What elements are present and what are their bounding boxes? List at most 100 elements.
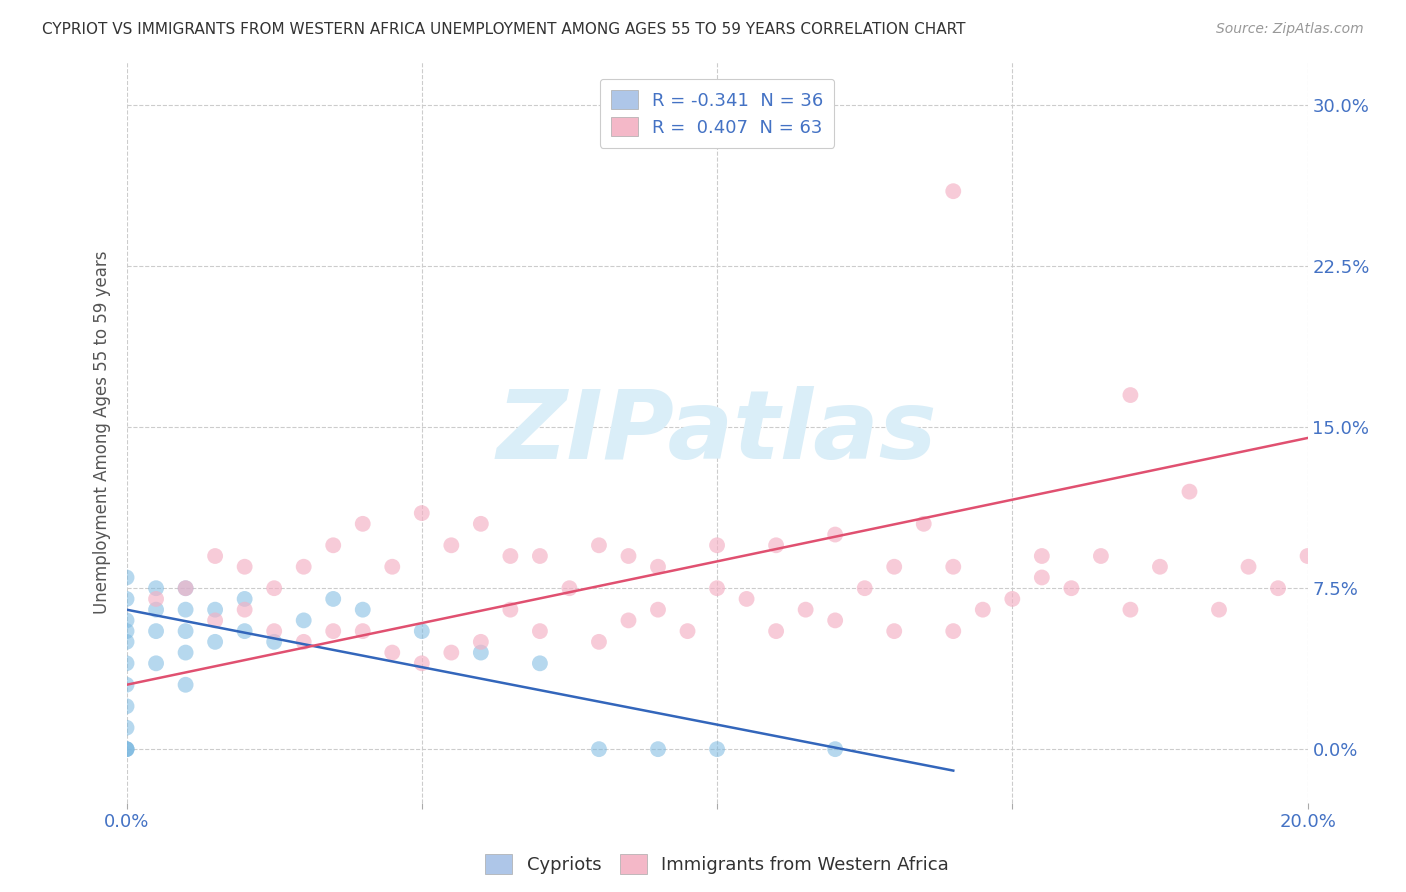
Point bbox=[263, 635, 285, 649]
Point bbox=[824, 527, 846, 541]
Point bbox=[174, 581, 197, 595]
Point bbox=[381, 646, 404, 660]
Point bbox=[115, 742, 138, 756]
Point bbox=[470, 635, 492, 649]
Text: Source: ZipAtlas.com: Source: ZipAtlas.com bbox=[1216, 22, 1364, 37]
Point bbox=[115, 624, 138, 639]
Legend: Cypriots, Immigrants from Western Africa: Cypriots, Immigrants from Western Africa bbox=[485, 855, 949, 874]
Point bbox=[558, 581, 581, 595]
Point bbox=[174, 602, 197, 616]
Point bbox=[588, 635, 610, 649]
Point bbox=[470, 646, 492, 660]
Point bbox=[1149, 559, 1171, 574]
Point bbox=[883, 624, 905, 639]
Point bbox=[706, 538, 728, 552]
Point bbox=[912, 516, 935, 531]
Point bbox=[617, 549, 640, 563]
Point bbox=[174, 624, 197, 639]
Point bbox=[499, 602, 522, 616]
Point bbox=[381, 559, 404, 574]
Point bbox=[617, 614, 640, 628]
Point bbox=[1208, 602, 1230, 616]
Point bbox=[115, 635, 138, 649]
Point bbox=[322, 538, 344, 552]
Legend: R = -0.341  N = 36, R =  0.407  N = 63: R = -0.341 N = 36, R = 0.407 N = 63 bbox=[600, 78, 834, 147]
Point bbox=[706, 742, 728, 756]
Point bbox=[647, 602, 669, 616]
Point bbox=[115, 591, 138, 606]
Point bbox=[1267, 581, 1289, 595]
Point bbox=[233, 602, 256, 616]
Point bbox=[411, 657, 433, 671]
Point bbox=[352, 516, 374, 531]
Point bbox=[233, 559, 256, 574]
Point bbox=[204, 614, 226, 628]
Text: ZIPatlas: ZIPatlas bbox=[496, 386, 938, 479]
Point bbox=[174, 646, 197, 660]
Point bbox=[499, 549, 522, 563]
Point bbox=[115, 699, 138, 714]
Point bbox=[1060, 581, 1083, 595]
Point bbox=[942, 559, 965, 574]
Point bbox=[352, 602, 374, 616]
Point bbox=[115, 742, 138, 756]
Point bbox=[322, 624, 344, 639]
Point bbox=[1237, 559, 1260, 574]
Point bbox=[529, 657, 551, 671]
Point bbox=[529, 624, 551, 639]
Text: CYPRIOT VS IMMIGRANTS FROM WESTERN AFRICA UNEMPLOYMENT AMONG AGES 55 TO 59 YEARS: CYPRIOT VS IMMIGRANTS FROM WESTERN AFRIC… bbox=[42, 22, 966, 37]
Point bbox=[115, 657, 138, 671]
Point bbox=[174, 678, 197, 692]
Point bbox=[588, 538, 610, 552]
Point bbox=[647, 742, 669, 756]
Point bbox=[942, 184, 965, 198]
Point bbox=[115, 721, 138, 735]
Point bbox=[470, 516, 492, 531]
Point bbox=[676, 624, 699, 639]
Point bbox=[1090, 549, 1112, 563]
Point bbox=[1031, 570, 1053, 584]
Point bbox=[942, 624, 965, 639]
Point bbox=[145, 591, 167, 606]
Point bbox=[735, 591, 758, 606]
Point bbox=[263, 624, 285, 639]
Point bbox=[204, 635, 226, 649]
Point bbox=[115, 678, 138, 692]
Point bbox=[824, 742, 846, 756]
Point bbox=[292, 614, 315, 628]
Point bbox=[411, 624, 433, 639]
Point bbox=[292, 559, 315, 574]
Point bbox=[1119, 602, 1142, 616]
Point bbox=[972, 602, 994, 616]
Point bbox=[1119, 388, 1142, 402]
Point bbox=[411, 506, 433, 520]
Point bbox=[233, 591, 256, 606]
Point bbox=[145, 602, 167, 616]
Point bbox=[1031, 549, 1053, 563]
Point bbox=[204, 549, 226, 563]
Point bbox=[115, 614, 138, 628]
Point bbox=[145, 624, 167, 639]
Point bbox=[440, 538, 463, 552]
Point bbox=[588, 742, 610, 756]
Point bbox=[204, 602, 226, 616]
Point bbox=[765, 624, 787, 639]
Point bbox=[233, 624, 256, 639]
Point bbox=[352, 624, 374, 639]
Point bbox=[706, 581, 728, 595]
Point bbox=[853, 581, 876, 595]
Point bbox=[883, 559, 905, 574]
Point bbox=[529, 549, 551, 563]
Point bbox=[115, 742, 138, 756]
Point bbox=[440, 646, 463, 660]
Point bbox=[1001, 591, 1024, 606]
Point bbox=[647, 559, 669, 574]
Point bbox=[115, 570, 138, 584]
Point bbox=[263, 581, 285, 595]
Point bbox=[145, 657, 167, 671]
Point bbox=[322, 591, 344, 606]
Point bbox=[292, 635, 315, 649]
Point bbox=[1178, 484, 1201, 499]
Y-axis label: Unemployment Among Ages 55 to 59 years: Unemployment Among Ages 55 to 59 years bbox=[93, 251, 111, 615]
Point bbox=[174, 581, 197, 595]
